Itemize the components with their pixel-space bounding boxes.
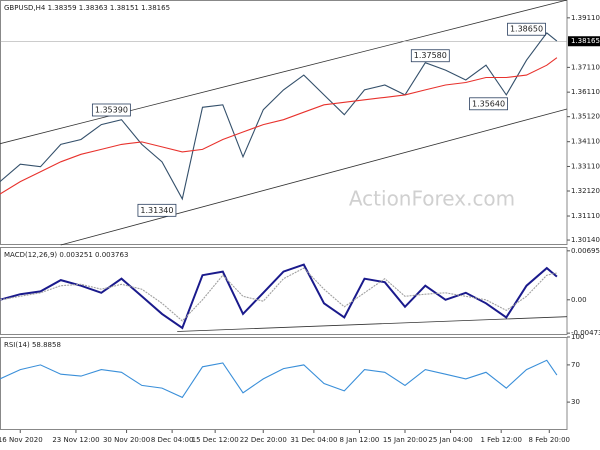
y-tick-label: 1.31110 [571,212,600,220]
y-tick-label: 1.35120 [571,113,600,121]
panel-border [0,247,568,335]
annotation-label: 1.35640 [472,99,505,108]
annotation-label: 1.37580 [414,51,447,60]
panel-title: GBPUSD,H4 1.38359 1.38363 1.38151 1.3816… [4,4,170,12]
x-tick-label: 8 Jan 12:00 [340,436,380,444]
y-tick-label: 1.39110 [571,14,600,22]
y-tick-label: 1.33110 [571,162,600,170]
x-tick-label: 16 Nov 2020 [0,436,43,444]
series-line [0,57,558,195]
annotation-box [410,49,450,63]
x-tick-label: 31 Dec 04:00 [290,436,337,444]
x-tick-label: 15 Jan 20:00 [383,436,427,444]
y-tick-label: 0.00 [571,296,587,304]
x-tick-label: 15 Dec 12:00 [192,436,239,444]
y-tick-label: 1.37110 [571,63,600,71]
trendline [0,0,568,145]
panel-title: RSI(14) 58.8858 [4,341,61,349]
series-line [0,263,558,330]
annotation-label: 1.31340 [140,206,173,215]
panel-border [0,0,568,245]
annotation-box [469,97,508,111]
x-tick-label: 30 Nov 20:00 [103,436,150,444]
watermark: ActionForex.com [349,187,515,211]
annotation-box [507,22,546,36]
y-tick-label: 1.32120 [571,187,600,195]
x-tick-label: 8 Feb 20:00 [529,436,570,444]
y-tick-label: -0.004736 [571,329,600,337]
trendline [60,108,568,246]
series-line [0,267,558,322]
annotation-label: 1.38650 [510,25,543,34]
y-tick-label: 70 [571,361,580,369]
y-tick-label: 1.30140 [571,236,600,244]
y-tick-label: 1.36110 [571,88,600,96]
annotation-box [91,103,131,117]
panel-title: MACD(12,26,9) 0.003251 0.003763 [4,251,128,259]
current-price-label: 1.38165 [571,37,600,45]
x-tick-label: 8 Dec 04:00 [151,436,194,444]
x-tick-label: 1 Feb 12:00 [480,436,521,444]
x-tick-label: 25 Jan 04:00 [428,436,472,444]
x-tick-label: 22 Dec 20:00 [240,436,287,444]
y-tick-label: 30 [571,398,580,406]
annotation-label: 1.35390 [95,105,128,114]
x-tick-label: 23 Nov 12:00 [52,436,99,444]
y-tick-label: 100 [571,333,584,341]
panel-border [0,337,568,430]
series-line [0,359,558,399]
trendline [177,316,568,332]
y-tick-label: 0.006956 [571,247,600,255]
current-price-box [568,36,600,47]
annotation-box [137,203,177,217]
series-line [0,32,558,201]
y-tick-label: 1.34110 [571,138,600,146]
